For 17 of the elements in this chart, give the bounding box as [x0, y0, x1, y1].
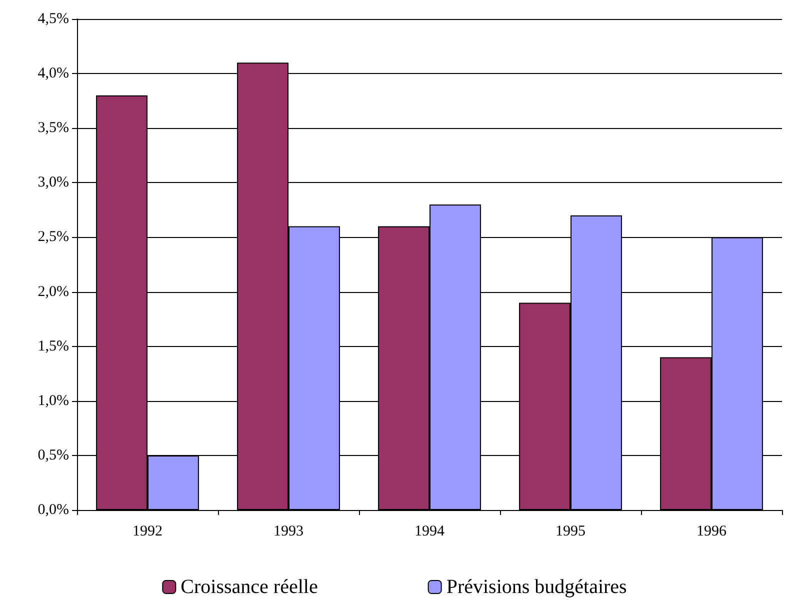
y-tick-label: 4,5%: [38, 11, 69, 27]
y-tick-label: 4,0%: [38, 66, 69, 82]
y-tick-label: 1,0%: [38, 392, 69, 409]
y-tick-label: 2,5%: [38, 229, 69, 246]
y-tick-label: 1,5%: [38, 338, 69, 354]
legend-label: Croissance réelle: [180, 576, 318, 598]
y-tick-label: 0,0%: [38, 502, 69, 518]
y-tick-label: 3,0%: [38, 174, 69, 191]
y-tick-label: 3,5%: [38, 120, 69, 136]
x-tick-label: 1995: [556, 524, 586, 540]
legend-label: Prévisions budgétaires: [446, 576, 628, 598]
x-tick-label: 1992: [132, 524, 162, 540]
x-tick-label: 1994: [414, 524, 445, 540]
x-tick-label: 1993: [274, 524, 304, 540]
x-tick-label: 1996: [696, 524, 727, 540]
y-tick-label: 0,5%: [38, 447, 69, 464]
y-tick-label: 2,0%: [38, 284, 69, 300]
